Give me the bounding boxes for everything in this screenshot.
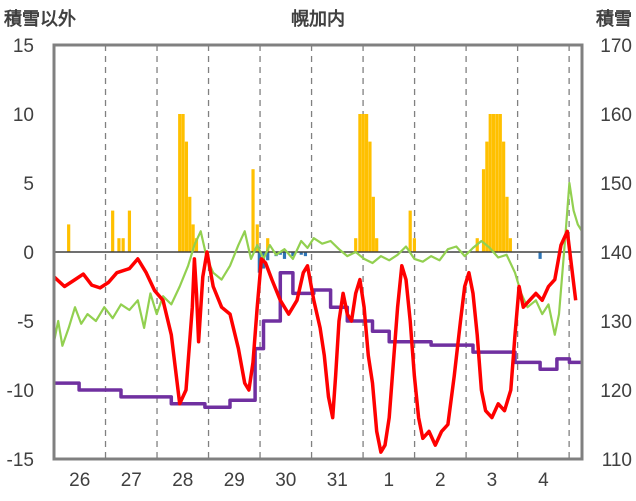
x-tick-label: 3 (487, 470, 498, 491)
bar-orange (371, 196, 375, 252)
y-left-tick: -15 (7, 450, 34, 471)
bar-orange (121, 238, 125, 252)
y-right-ticks: 170 160 150 140 130 120 110 (600, 36, 632, 471)
bar-blue (538, 252, 542, 259)
x-tick-label: 30 (275, 470, 296, 491)
y-right-tick: 170 (600, 36, 632, 57)
bar-blue (257, 252, 261, 273)
bar-orange (266, 238, 270, 252)
x-tick-label: 29 (224, 470, 245, 491)
y-left-label: 積雪以外 (3, 8, 76, 29)
bar-orange (67, 224, 71, 252)
bar-orange (117, 238, 121, 252)
bar-orange (184, 141, 189, 252)
y-right-tick: 110 (602, 450, 632, 471)
bar-blue (303, 252, 308, 257)
plot-frame (52, 43, 584, 461)
bar-orange (361, 114, 365, 252)
bar-orange (194, 238, 199, 252)
bar-orange (502, 141, 506, 252)
bar-blue (299, 252, 303, 255)
bar-orange (412, 238, 416, 252)
y-right-label: 積雪 (595, 8, 632, 29)
bar-orange (481, 169, 486, 252)
bar-orange (188, 196, 192, 252)
y-left-tick: -5 (17, 312, 34, 333)
bar-orange (375, 238, 379, 252)
y-left-tick: -10 (7, 381, 34, 402)
bar-blue (282, 252, 287, 259)
x-tick-label: 31 (327, 470, 348, 491)
bar-orange (505, 196, 509, 252)
bar-blue (266, 252, 270, 261)
bars-orange (67, 114, 512, 252)
series-purple-line (54, 270, 582, 410)
bar-orange (191, 224, 195, 252)
bar-orange (368, 141, 372, 252)
series-red-line (52, 229, 578, 454)
bar-orange (181, 114, 185, 252)
x-tick-label: 2 (435, 470, 446, 491)
bar-orange (127, 210, 132, 252)
y-left-tick: 10 (13, 105, 34, 126)
bar-orange (488, 114, 492, 252)
x-tick-label: 26 (69, 470, 90, 491)
bar-orange (408, 210, 412, 252)
series-green-line (52, 181, 583, 347)
bar-orange (495, 114, 499, 252)
y-right-tick: 120 (600, 381, 632, 402)
y-left-tick: 0 (23, 243, 34, 264)
bar-orange (498, 114, 502, 252)
x-tick-label: 4 (538, 470, 549, 491)
chart-title: 幌加内 (291, 8, 345, 29)
x-tick-label: 27 (121, 470, 142, 491)
bar-orange (365, 114, 369, 252)
bar-orange (251, 169, 255, 252)
bar-orange (255, 224, 259, 252)
y-left-tick: 15 (13, 36, 34, 57)
bar-orange (354, 238, 358, 252)
y-left-tick: 5 (23, 174, 34, 195)
bar-blue (278, 252, 282, 255)
bar-orange (358, 114, 362, 252)
bar-orange (178, 114, 182, 252)
y-left-ticks: 15 10 5 0 -5 -10 -15 (7, 36, 34, 471)
bar-orange (111, 210, 115, 252)
x-tick-labels: 26 27 28 29 30 31 1 2 3 4 (69, 470, 549, 491)
bar-orange (508, 238, 512, 252)
y-right-tick: 140 (600, 243, 632, 264)
y-right-tick: 130 (600, 312, 632, 333)
bar-orange (491, 114, 496, 252)
bar-orange (485, 141, 489, 252)
bar-blue (291, 252, 295, 257)
y-right-tick: 160 (600, 105, 632, 126)
y-right-tick: 150 (600, 174, 632, 195)
x-tick-label: 1 (384, 470, 395, 491)
x-tick-label: 28 (172, 470, 193, 491)
